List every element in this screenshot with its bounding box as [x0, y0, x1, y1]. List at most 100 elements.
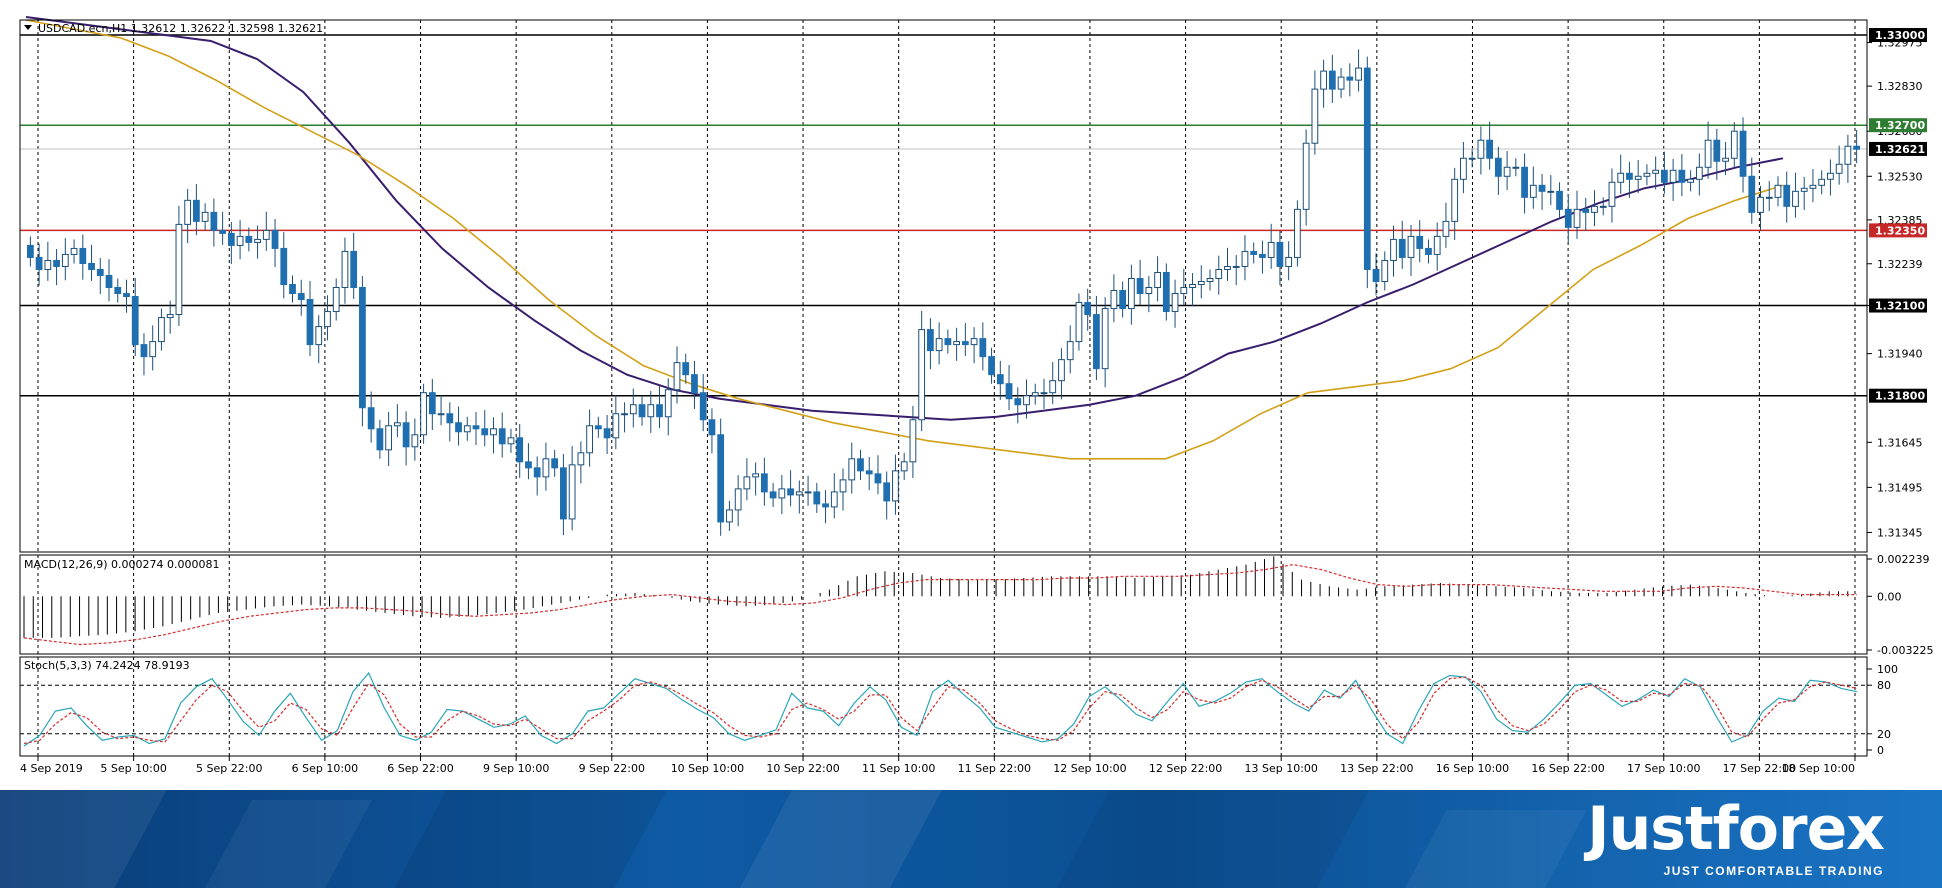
candle-bull [490, 428, 497, 436]
candle-bear [1005, 383, 1013, 400]
candle-bear [193, 199, 200, 222]
price-tick-label: 1.32239 [1877, 258, 1923, 271]
candle-bull [1294, 208, 1301, 258]
candle-bull [1547, 190, 1555, 193]
candle-bear [525, 461, 532, 469]
ma-slow-line [25, 16, 1784, 421]
candle-bear [79, 247, 87, 264]
candle-bear [1250, 250, 1258, 255]
candle-bear [455, 422, 462, 433]
candle-bull [804, 491, 812, 494]
candle-bull [752, 473, 760, 478]
candle-bear [1556, 190, 1563, 210]
candle-bull [1835, 163, 1843, 174]
candle-bull [1809, 184, 1817, 189]
candle-bull [953, 341, 960, 346]
candle-bull [1529, 184, 1537, 198]
price-panel[interactable]: USDCAD.ecn,H1 1.32612 1.32622 1.32598 1.… [19, 16, 1868, 553]
stoch-tick-label: 100 [1877, 663, 1898, 676]
candle-bull [1608, 181, 1616, 207]
candle-bull [341, 250, 349, 289]
candle-bull [1460, 157, 1467, 180]
chart-container: USDCAD.ecn,H1 1.32612 1.32622 1.32598 1.… [19, 16, 1934, 775]
candle-bull [1110, 290, 1118, 310]
brand-tagline: JUST COMFORTABLE TRADING [1663, 864, 1884, 878]
brand-banner: Justforex JUST COMFORTABLE TRADING [0, 790, 1942, 888]
candle-bear [988, 356, 995, 376]
candle-bear [35, 256, 43, 270]
candle-bear [516, 437, 524, 463]
ma-fast-line [25, 19, 1784, 460]
candle-bear [594, 425, 602, 430]
price-level-tag [1869, 118, 1927, 133]
candle-bull [726, 509, 733, 523]
candle-bear [1564, 208, 1572, 228]
candle-bear [271, 229, 279, 249]
candle-bull [1267, 241, 1275, 258]
candle-bull [1180, 287, 1188, 295]
candle-bear [105, 274, 113, 289]
brand-logo[interactable]: Justforex JUST COMFORTABLE TRADING [1587, 794, 1885, 878]
candle-bear [1678, 169, 1686, 183]
candle-bear [1136, 277, 1144, 295]
candle-bear [1538, 184, 1546, 192]
candle-bull [848, 458, 856, 481]
candle-bear [1748, 175, 1756, 213]
candle-bear [1276, 241, 1284, 267]
candle-bull [1477, 139, 1485, 159]
candle-bear [140, 344, 148, 358]
price-level-label: 1.32100 [1875, 300, 1925, 313]
candle-bear [498, 428, 506, 445]
candle-bear [865, 470, 873, 475]
candle-bull [1381, 259, 1389, 282]
candle-bear [1661, 169, 1668, 183]
time-tick-label: 13 Sep 10:00 [1244, 762, 1317, 775]
candle-bull [795, 491, 803, 496]
candle-bull [1101, 308, 1109, 370]
stoch-tick-label: 80 [1877, 679, 1891, 692]
time-tick-label: 11 Sep 22:00 [958, 762, 1031, 775]
candle-bull [1669, 169, 1677, 183]
candle-bull [70, 247, 78, 255]
candle-bear [297, 293, 305, 301]
candle-bear [944, 338, 952, 346]
candle-bull [1643, 172, 1651, 177]
time-tick-label: 6 Sep 22:00 [387, 762, 453, 775]
candle-bear [289, 283, 296, 295]
candle-bear [1084, 302, 1092, 316]
candle-bull [236, 235, 244, 246]
candle-bull [577, 452, 585, 466]
candle-bull [507, 437, 515, 445]
candle-bull [1320, 70, 1327, 90]
candle-bear [1398, 238, 1406, 258]
candle-bull [542, 458, 550, 478]
candle-bear [1014, 398, 1022, 406]
candle-bull [184, 199, 192, 225]
candle-bear [857, 458, 864, 472]
candle-bear [481, 428, 489, 436]
candle-bull [463, 425, 471, 433]
candle-bull [385, 425, 393, 451]
candle-bear [603, 428, 611, 439]
candle-bull [1827, 172, 1834, 180]
price-axis: 1.329751.328301.326801.325301.323851.322… [1867, 28, 1927, 539]
stoch-panel[interactable]: Stoch(5,3,3) 74.2424 78.9193 [19, 656, 1868, 757]
candle-bull [262, 229, 270, 240]
macd-header: MACD(12,26,9) 0.000274 0.000081 [24, 558, 220, 571]
candle-bear [551, 458, 559, 469]
stoch-tick-label: 20 [1877, 728, 1891, 741]
macd-panel[interactable]: MACD(12,26,9) 0.000274 0.000081 [19, 554, 1868, 655]
candle-bull [1390, 238, 1397, 261]
candle-bull [1355, 67, 1362, 81]
candle-bull [743, 476, 751, 490]
candle-bull [900, 461, 908, 472]
candle-bear [280, 247, 288, 285]
candle-bull [612, 413, 620, 439]
candle-bull [1337, 76, 1345, 90]
chart-menu-triangle-icon[interactable] [24, 25, 32, 30]
candle-bull [1792, 190, 1799, 207]
stoch-tick-label: 0 [1877, 744, 1884, 757]
candle-bull [1224, 265, 1231, 270]
time-tick-label: 17 Sep 10:00 [1627, 762, 1700, 775]
brand-name: Justforex [1587, 794, 1885, 864]
